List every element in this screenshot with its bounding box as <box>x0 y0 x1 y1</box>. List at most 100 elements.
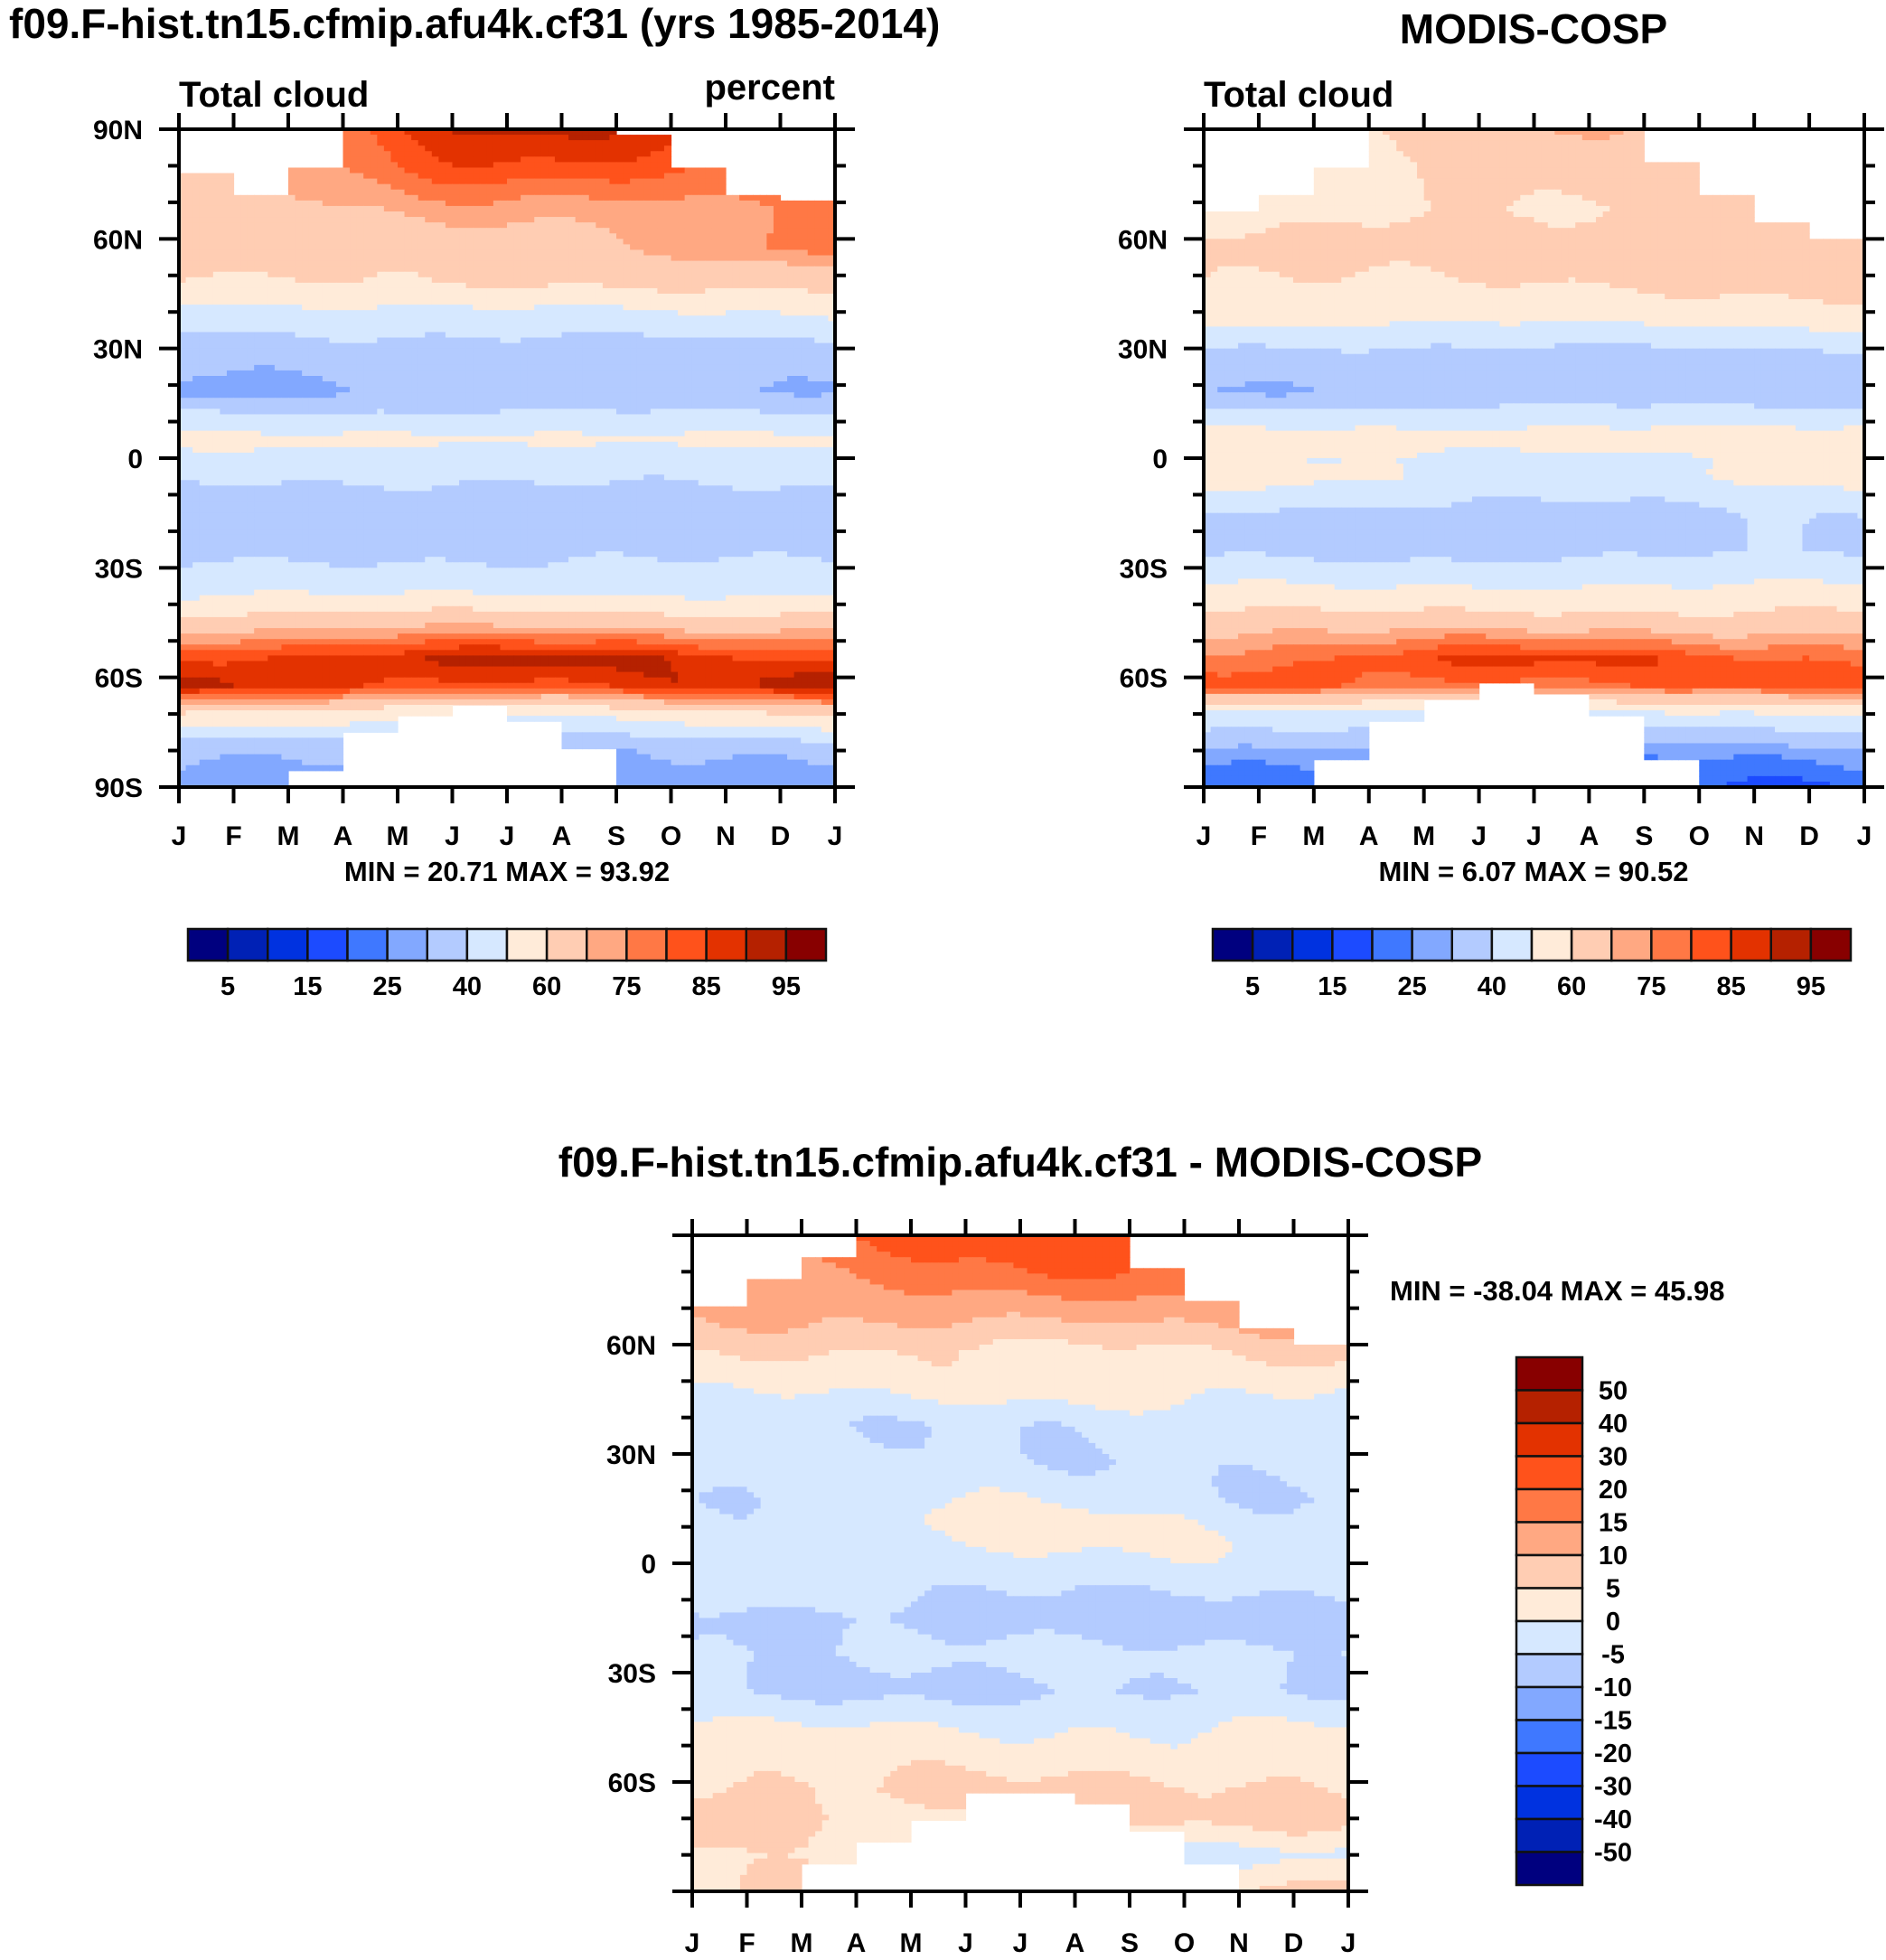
contour-cell <box>226 244 235 251</box>
contour-cell <box>363 370 371 377</box>
contour-cell <box>322 255 330 262</box>
contour-cell <box>192 321 201 327</box>
contour-cell <box>657 376 665 382</box>
contour-cell <box>356 337 364 344</box>
contour-cell <box>534 392 542 399</box>
contour-cell <box>459 353 467 361</box>
contour-cell <box>746 260 754 267</box>
contour-cell <box>342 408 351 416</box>
contour-cell <box>657 408 665 416</box>
contour-cell <box>281 342 289 350</box>
contour-cell <box>370 294 378 300</box>
contour-cell <box>465 228 474 234</box>
contour-cell <box>534 222 542 229</box>
contour-cell <box>226 178 235 185</box>
contour-cell <box>643 337 652 344</box>
contour-cell <box>411 370 419 377</box>
contour-cell <box>288 342 296 350</box>
contour-cell <box>212 376 221 382</box>
contour-cell <box>684 294 692 300</box>
contour-cell <box>212 194 221 202</box>
contour-cell <box>636 342 644 350</box>
contour-cell <box>179 211 187 218</box>
contour-cell <box>793 436 802 443</box>
contour-cell <box>548 294 556 300</box>
contour-cell <box>588 266 596 273</box>
contour-cell <box>609 287 617 295</box>
contour-cell <box>616 294 624 300</box>
contour-cell <box>493 178 502 185</box>
contour-cell <box>753 287 761 295</box>
contour-cell <box>254 266 262 273</box>
contour-cell <box>657 282 665 289</box>
contour-cell <box>199 342 207 350</box>
contour-cell <box>383 162 392 169</box>
contour-cell <box>773 332 782 339</box>
contour-cell <box>630 370 638 377</box>
contour-cell <box>657 419 665 427</box>
contour-cell <box>521 342 529 350</box>
contour-cell <box>267 359 276 366</box>
contour-cell <box>315 294 324 300</box>
contour-cell <box>288 255 296 262</box>
contour-cell <box>527 414 535 421</box>
contour-cell <box>479 140 487 146</box>
contour-cell <box>233 419 241 427</box>
contour-cell <box>342 376 351 382</box>
contour-cell <box>247 315 255 322</box>
contour-cell <box>828 260 836 267</box>
contour-cell <box>753 271 761 278</box>
contour-cell <box>247 194 255 202</box>
contour-cell <box>643 167 652 174</box>
contour-cell <box>732 271 740 278</box>
contour-cell <box>254 217 262 223</box>
contour-cell <box>233 305 241 311</box>
contour-cell <box>398 294 406 300</box>
contour-cell <box>650 387 658 393</box>
contour-cell <box>657 370 665 377</box>
contour-cell <box>260 211 268 218</box>
contour-cell <box>452 200 460 207</box>
contour-cell <box>233 200 241 207</box>
contour-cell <box>322 342 330 350</box>
contour-cell <box>452 183 460 191</box>
contour-cell <box>534 408 542 416</box>
contour-cell <box>643 211 652 218</box>
contour-cell <box>793 348 802 355</box>
contour-cell <box>616 315 624 322</box>
contour-cell <box>793 233 802 239</box>
contour-cell <box>787 408 795 416</box>
contour-cell <box>521 145 529 152</box>
contour-cell <box>233 315 241 322</box>
contour-cell <box>370 392 378 399</box>
contour-cell <box>179 364 187 371</box>
contour-cell <box>438 217 446 223</box>
contour-cell <box>828 337 836 344</box>
contour-cell <box>431 294 439 300</box>
contour-cell <box>192 282 201 289</box>
contour-cell <box>623 315 631 322</box>
contour-cell <box>575 353 583 361</box>
contour-cell <box>486 403 494 409</box>
contour-cell <box>418 326 426 333</box>
contour-cell <box>295 321 303 327</box>
contour-cell <box>233 244 241 251</box>
contour-cell <box>473 392 481 399</box>
contour-cell <box>404 271 412 278</box>
contour-cell <box>759 255 767 262</box>
contour-cell <box>739 194 747 202</box>
contour-cell <box>185 315 193 322</box>
contour-cell <box>356 135 364 141</box>
contour-cell <box>398 315 406 322</box>
contour-cell <box>691 408 699 416</box>
contour-cell <box>814 359 822 366</box>
contour-cell <box>452 342 460 350</box>
contour-cell <box>582 189 590 196</box>
contour-cell <box>281 228 289 234</box>
contour-cell <box>390 129 399 136</box>
contour-cell <box>383 342 392 350</box>
contour-cell <box>247 271 255 278</box>
contour-cell <box>226 200 235 207</box>
contour-cell <box>663 387 672 393</box>
contour-cell <box>411 414 419 421</box>
